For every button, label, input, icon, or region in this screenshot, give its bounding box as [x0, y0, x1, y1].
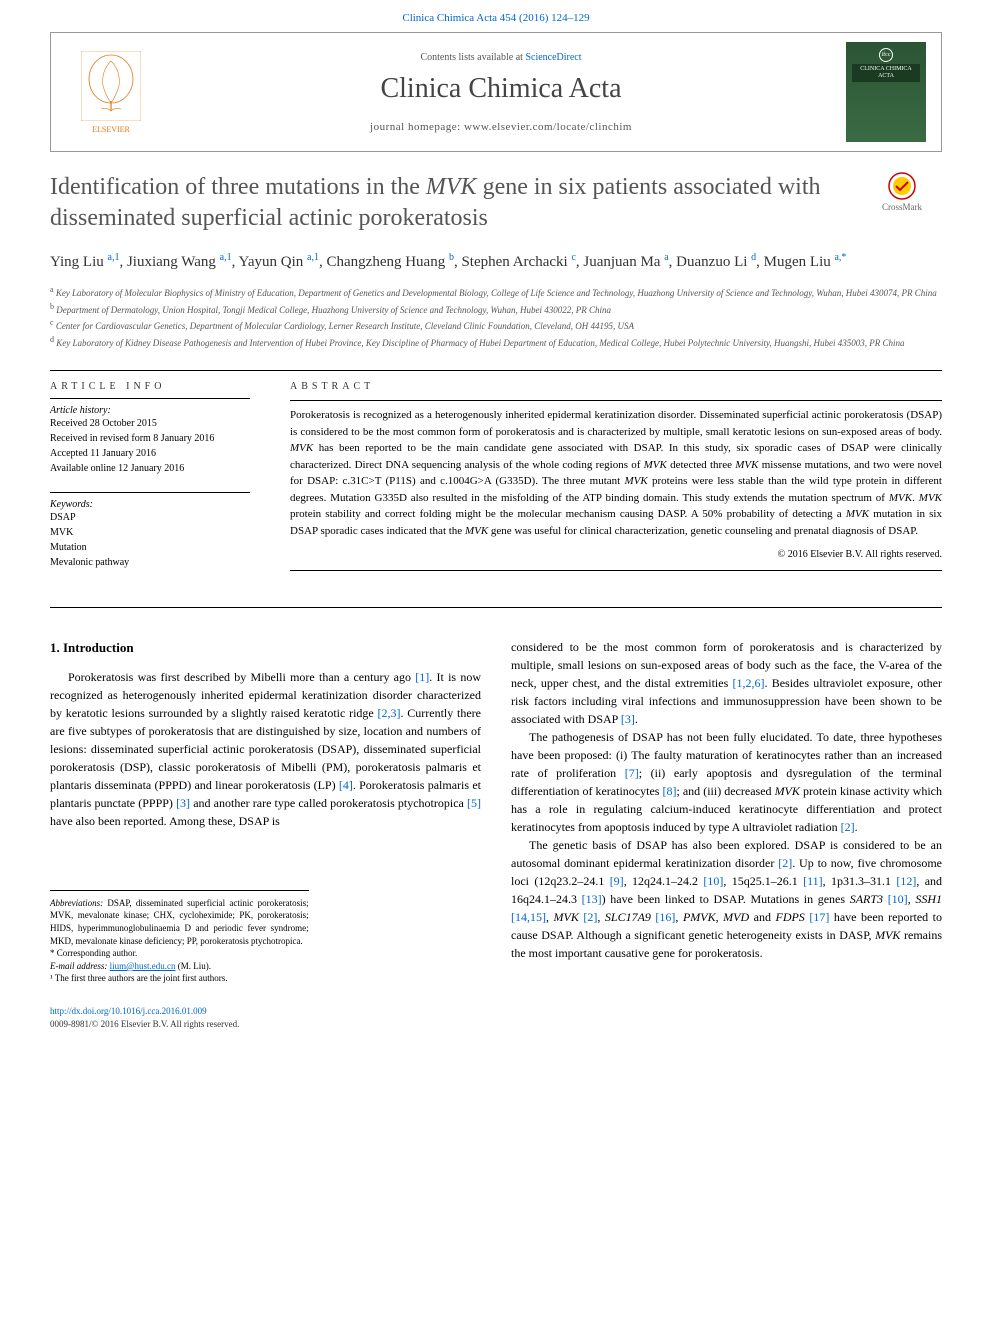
footnote-email: E-mail address: lium@hust.edu.cn (M. Liu… — [50, 960, 309, 973]
affiliation-line: d Key Laboratory of Kidney Disease Patho… — [50, 334, 942, 351]
body-column-right: considered to be the most common form of… — [511, 638, 942, 985]
abbrev-label: Abbreviations: — [50, 898, 103, 908]
abstract-text: Porokeratosis is recognized as a heterog… — [290, 407, 942, 539]
article-info-heading: article info — [50, 381, 250, 392]
contents-line: Contents lists available at ScienceDirec… — [171, 52, 831, 63]
cover-title: CLINICA CHIMICA ACTA — [852, 64, 920, 82]
keyword-line: Mevalonic pathway — [50, 555, 250, 570]
email-label: E-mail address: — [50, 961, 110, 971]
elsevier-tree-icon — [81, 51, 141, 121]
abstract-heading: abstract — [290, 381, 942, 392]
footnotes-block: Abbreviations: DSAP, disseminated superf… — [50, 890, 309, 985]
intro-p4: The genetic basis of DSAP has also been … — [511, 836, 942, 962]
history-line: Available online 12 January 2016 — [50, 461, 250, 476]
intro-p2: considered to be the most common form of… — [511, 638, 942, 728]
keywords-label: Keywords: — [50, 499, 250, 510]
keyword-line: DSAP — [50, 510, 250, 525]
author-list: Ying Liu a,1, Jiuxiang Wang a,1, Yayun Q… — [50, 250, 942, 274]
keyword-line: Mutation — [50, 540, 250, 555]
journal-header-box: ELSEVIER Contents lists available at Sci… — [50, 32, 942, 152]
intro-p1: Porokeratosis was first described by Mib… — [50, 668, 481, 830]
section-rule — [50, 607, 942, 608]
email-link[interactable]: lium@hust.edu.cn — [110, 961, 176, 971]
crossmark-label: CrossMark — [862, 202, 942, 212]
sciencedirect-link[interactable]: ScienceDirect — [525, 52, 581, 63]
elsevier-logo: ELSEVIER — [66, 42, 156, 142]
contents-prefix: Contents lists available at — [420, 52, 525, 63]
section-rule — [50, 370, 942, 371]
intro-heading: 1. Introduction — [50, 638, 481, 658]
title-pre: Identification of three mutations in the — [50, 174, 426, 200]
affiliation-line: c Center for Cardiovascular Genetics, De… — [50, 317, 942, 334]
info-rule — [50, 492, 250, 493]
elsevier-text: ELSEVIER — [92, 125, 130, 134]
history-label: Article history: — [50, 405, 250, 416]
abstract-column: abstract Porokeratosis is recognized as … — [290, 381, 942, 577]
footnote-corresponding: * Corresponding author. — [50, 947, 309, 960]
header-center: Contents lists available at ScienceDirec… — [171, 52, 831, 133]
article-info-column: article info Article history: Received 2… — [50, 381, 250, 577]
homepage-url[interactable]: www.elsevier.com/locate/clinchim — [464, 121, 632, 133]
history-line: Accepted 11 January 2016 — [50, 446, 250, 461]
info-rule — [50, 398, 250, 399]
affiliation-line: a Key Laboratory of Molecular Biophysics… — [50, 284, 942, 301]
journal-name: Clinica Chimica Acta — [171, 73, 831, 105]
history-line: Received in revised form 8 January 2016 — [50, 431, 250, 446]
affiliation-line: b Department of Dermatology, Union Hospi… — [50, 301, 942, 318]
crossmark-badge[interactable]: CrossMark — [862, 172, 942, 212]
abstract-rule — [290, 400, 942, 401]
homepage-line: journal homepage: www.elsevier.com/locat… — [171, 121, 831, 133]
article-title: Identification of three mutations in the… — [50, 172, 842, 234]
keyword-line: MVK — [50, 525, 250, 540]
journal-citation: Clinica Chimica Acta 454 (2016) 124–129 — [0, 0, 992, 32]
journal-cover-thumbnail: ifcc CLINICA CHIMICA ACTA — [846, 42, 926, 142]
issn-line: 0009-8981/© 2016 Elsevier B.V. All right… — [50, 1019, 239, 1029]
footnote-abbrev: Abbreviations: DSAP, disseminated superf… — [50, 897, 309, 947]
abstract-copyright: © 2016 Elsevier B.V. All rights reserved… — [290, 549, 942, 560]
page-footer: http://dx.doi.org/10.1016/j.cca.2016.01.… — [50, 1005, 942, 1030]
title-gene: MVK — [426, 174, 477, 200]
crossmark-icon — [888, 172, 916, 200]
affiliations: a Key Laboratory of Molecular Biophysics… — [50, 284, 942, 350]
email-who: (M. Liu). — [175, 961, 211, 971]
doi-link[interactable]: http://dx.doi.org/10.1016/j.cca.2016.01.… — [50, 1006, 207, 1016]
intro-p3: The pathogenesis of DSAP has not been fu… — [511, 728, 942, 836]
footnote-joint-authors: ¹ The first three authors are the joint … — [50, 972, 309, 985]
homepage-label: journal homepage: — [370, 121, 464, 133]
body-column-left: 1. Introduction Porokeratosis was first … — [50, 638, 481, 985]
abstract-bottom-rule — [290, 570, 942, 571]
history-line: Received 28 October 2015 — [50, 416, 250, 431]
